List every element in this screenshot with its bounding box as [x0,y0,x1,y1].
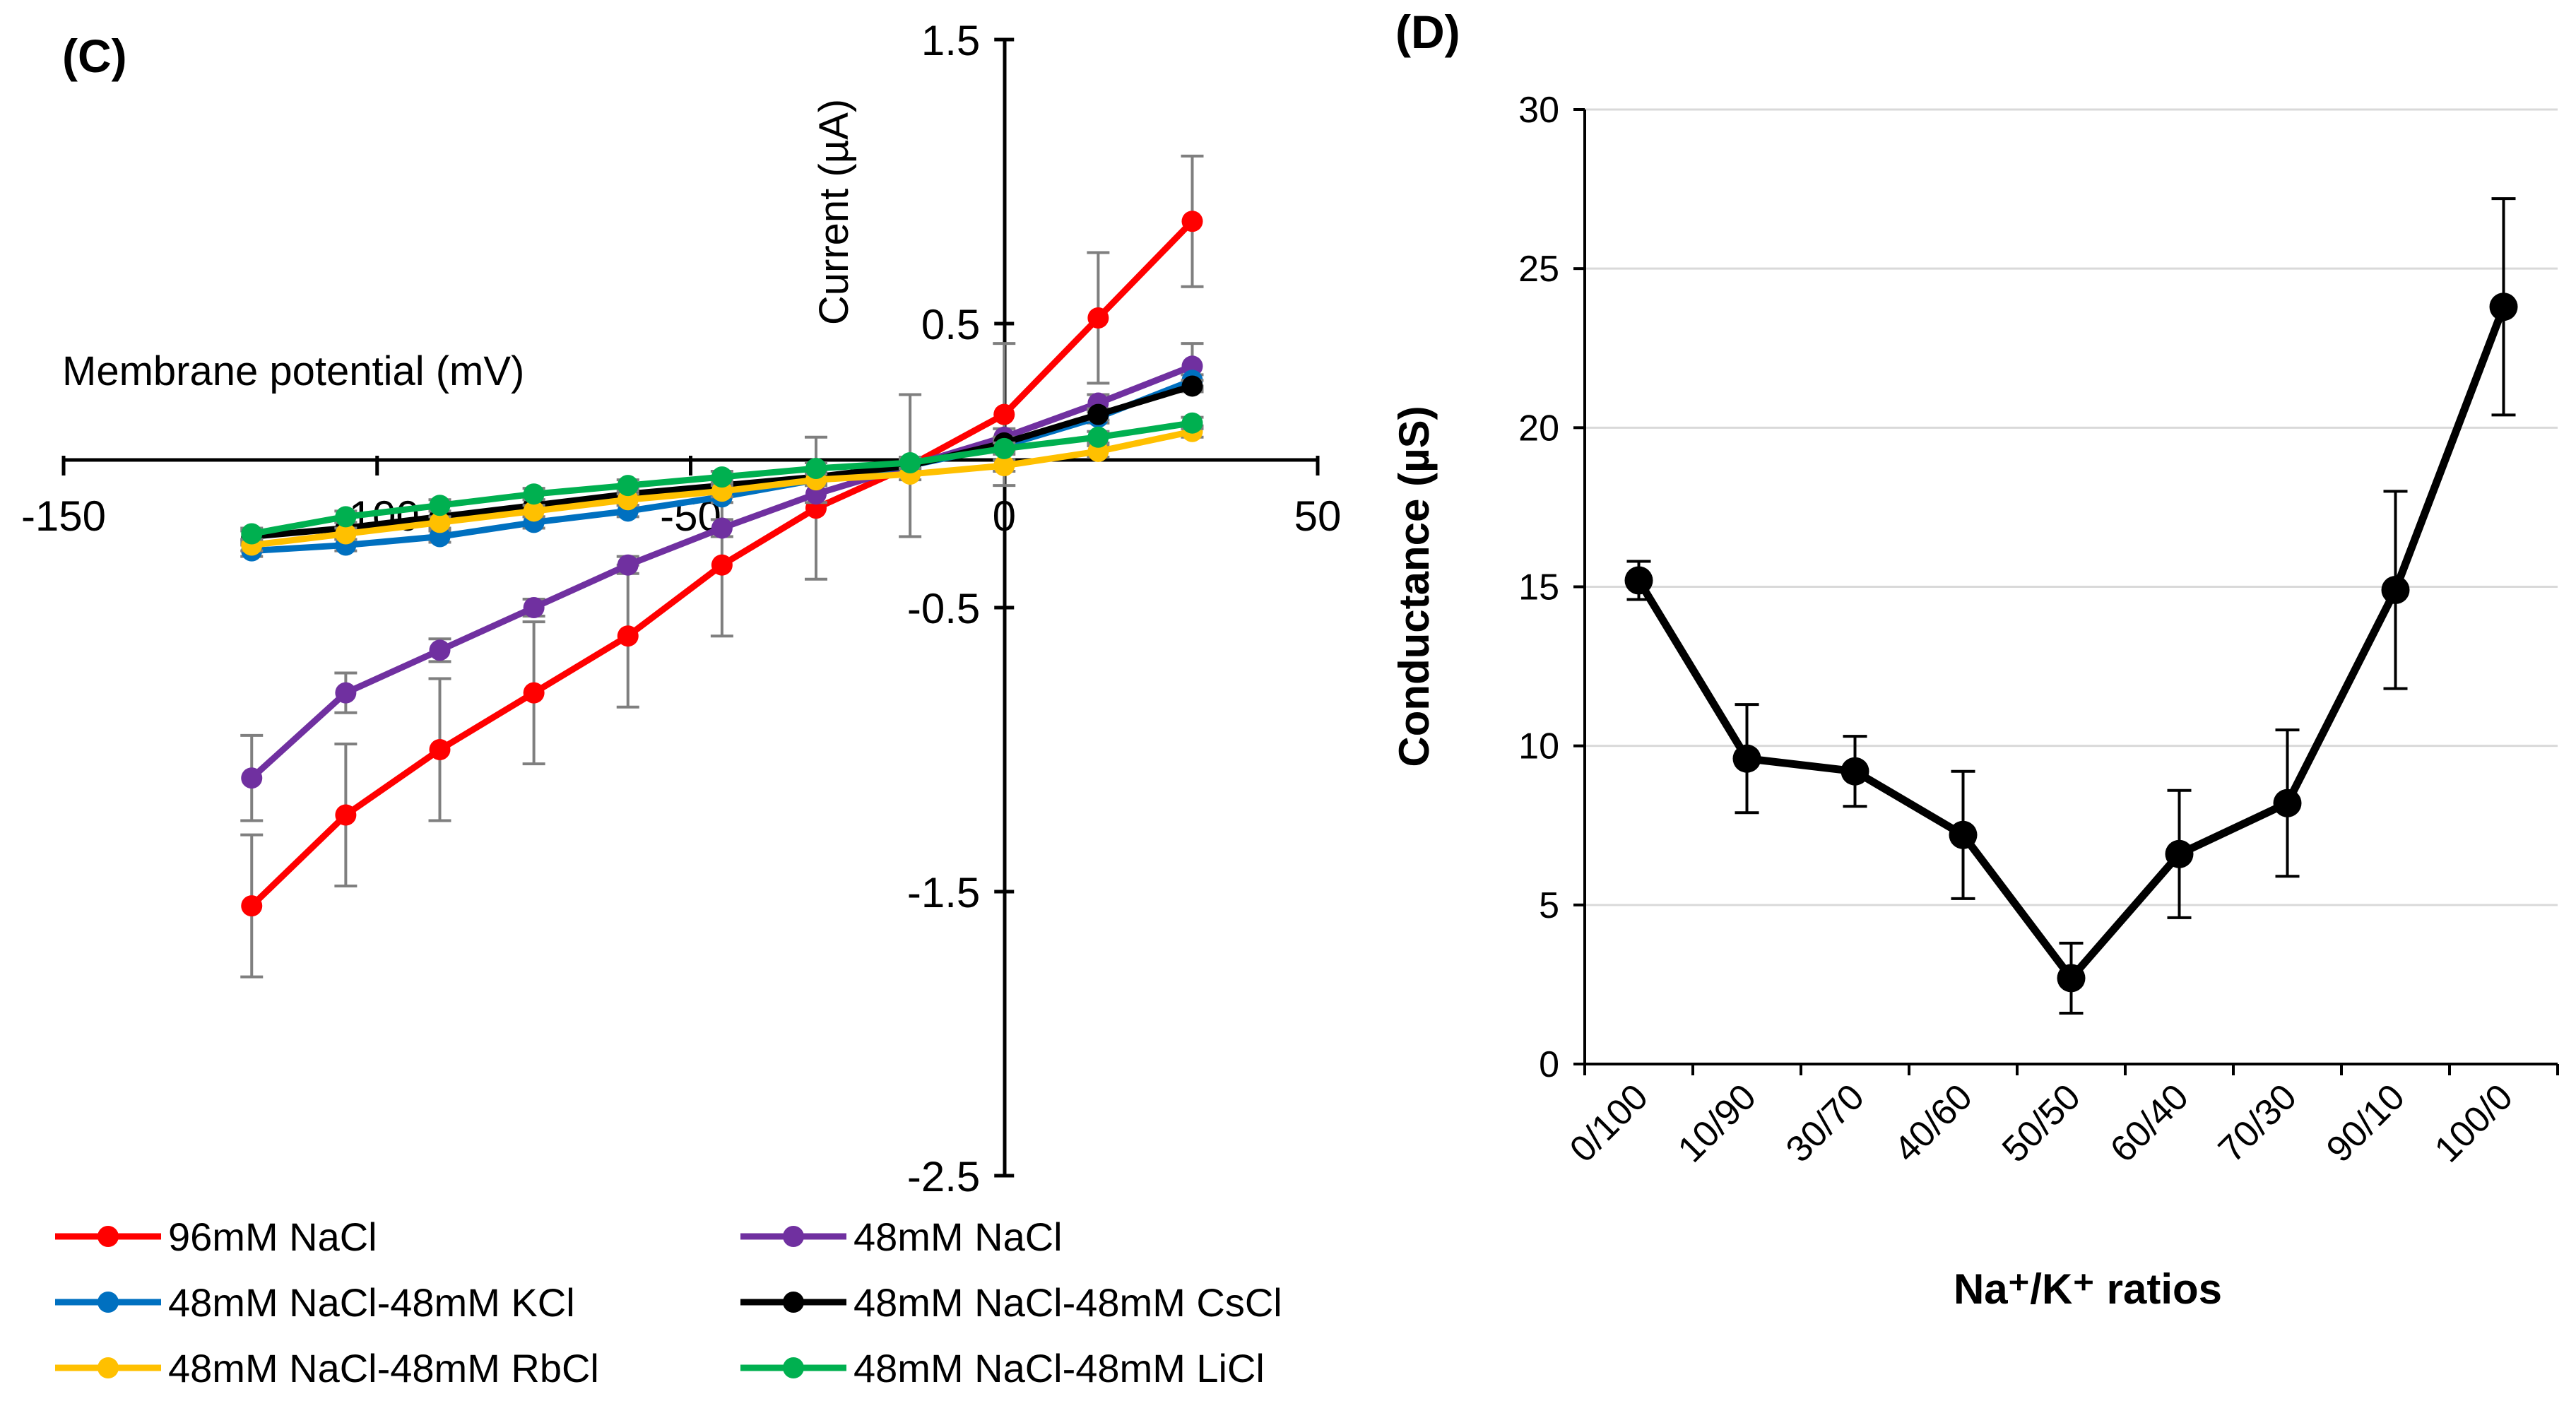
chart-d-gridlines [1585,108,2558,906]
chart-c-y-tick-label: -0.5 [907,585,980,632]
chart-c-data-point [899,451,921,473]
chart-c-legend-item: 48mM NaCl-48mM LiCl [740,1346,1265,1390]
chart-c-y-axis-title: Current (µA) [811,99,857,325]
chart-c-data-point [993,455,1015,476]
chart-c-data-point [711,466,733,488]
chart-c-legend-swatch-marker [783,1226,804,1247]
chart-c-data-point [805,458,827,480]
chart-c-y-ticks: 1.5 0.5 -0.5 -1.5 -2.5 [907,17,1015,1200]
chart-c-x-tick-label: 50 [1294,492,1342,540]
chart-c-legend-swatch-marker [783,1357,804,1378]
chart-c-legend-item: 48mM NaCl-48mM RbCl [55,1346,599,1390]
chart-c-data-point [1181,412,1203,434]
chart-d-data-point [2273,788,2302,817]
chart-c-data-point [335,682,357,704]
chart-c-legend-label: 48mM NaCl-48mM CsCl [853,1280,1282,1325]
chart-c-series [240,154,1204,979]
chart-c-legend-swatch-marker [98,1292,119,1313]
chart-c-y-tick-label: -1.5 [907,869,980,916]
chart-c-data-point [429,495,451,516]
chart-d-y-tick-label: 15 [1518,567,1559,608]
chart-c-data-point [1087,426,1109,448]
chart-c-x-axis-title: Membrane potential (mV) [62,348,524,394]
chart-c-data-point [429,512,451,533]
chart-c-data-point [1181,211,1203,232]
chart-c-series-group [240,154,1204,979]
chart-c-data-point [429,639,451,661]
panel-d-label: (D) [1395,6,1460,58]
chart-c-data-point [523,483,545,505]
chart-c-legend-label: 48mM NaCl-48mM LiCl [853,1346,1265,1390]
chart-c-legend-item: 48mM NaCl-48mM KCl [55,1280,575,1325]
chart-c-x-tick-label: 0 [993,492,1016,540]
chart-d-data-point [2057,964,2086,993]
chart-c-legend-swatch-marker [98,1357,119,1378]
chart-c-y-tick-label: -2.5 [907,1153,980,1200]
chart-c-data-point [711,517,733,539]
chart-d-data-point [2489,293,2518,321]
chart-c-legend-label: 48mM NaCl-48mM KCl [168,1280,575,1325]
chart-c-data-point [617,475,639,497]
chart-c-y-tick-label: 0.5 [921,301,980,348]
chart-c-legend-item: 96mM NaCl [55,1215,377,1259]
chart-d-y-tick-label: 25 [1518,249,1559,290]
chart-c-data-point [241,767,263,789]
chart-d-data-point [1732,744,1761,773]
chart-c-legend: 96mM NaCl 48mM NaCl 48mM NaCl-48mM KCl 48mM… [55,1215,1282,1390]
chart-d-y-ticks: 30 25 20 15 10 5 0 [1518,90,1585,1085]
chart-d-series [1624,197,2518,1015]
chart-d-data-point [2381,576,2410,605]
chart-c-data-point [993,437,1015,459]
panel-c-label: (C) [62,30,127,82]
chart-c-data-point [617,554,639,576]
chart-c-legend-label: 48mM NaCl [853,1215,1063,1259]
chart-d-data-point [2165,839,2194,868]
chart-c-data-point [523,597,545,618]
chart-d-y-tick-label: 0 [1539,1044,1559,1085]
chart-d-x-axis-title: Na⁺/K⁺ ratios [1954,1265,2222,1313]
chart-c-data-point [1087,403,1109,425]
chart-d-y-tick-label: 30 [1518,90,1559,131]
chart-c-legend-item: 48mM NaCl-48mM CsCl [740,1280,1282,1325]
chart-c-data-point [523,682,545,704]
chart-d-data-point [1949,820,1978,849]
chart-d-y-axis-title: Conductance (µS) [1390,406,1438,767]
chart-c-data-point [993,403,1015,425]
chart-d-y-tick-label: 20 [1518,408,1559,449]
chart-c-data-point [711,554,733,576]
chart-c-data-point [523,500,545,522]
chart-d-series-group [1624,197,2518,1015]
chart-c-y-tick-label: 1.5 [921,17,980,64]
chart-c-series-group [240,412,1204,545]
chart-c-iv-curves: (C) -150 -100 -50 0 50 1.50.5-0.5-1.5-2.5 Me… [21,17,1341,1390]
chart-c-legend-item: 48mM NaCl [740,1215,1063,1259]
chart-c-legend-label: 48mM NaCl-48mM RbCl [168,1346,599,1390]
chart-d-data-point [1841,757,1869,786]
chart-c-data-point [1087,307,1109,329]
chart-c-legend-label: 96mM NaCl [168,1215,377,1259]
chart-c-data-point [617,625,639,647]
chart-d-y-tick-label: 5 [1539,885,1559,926]
chart-c-data-point [335,506,357,528]
chart-c-data-point [241,895,263,917]
chart-c-data-point [335,523,357,545]
chart-c-x-tick-label: -150 [21,492,106,540]
chart-c-x-ticks: -150 -100 -50 0 50 [21,456,1341,540]
chart-c-legend-swatch-marker [98,1226,119,1247]
chart-c-data-point [1181,375,1203,397]
chart-d-data-point [1624,566,1653,595]
chart-c-data-point [241,523,263,545]
chart-c-legend-swatch-marker [783,1292,804,1313]
chart-c-data-point [335,804,357,826]
chart-c-data-point [429,739,451,760]
chart-d-y-tick-label: 10 [1518,726,1559,767]
